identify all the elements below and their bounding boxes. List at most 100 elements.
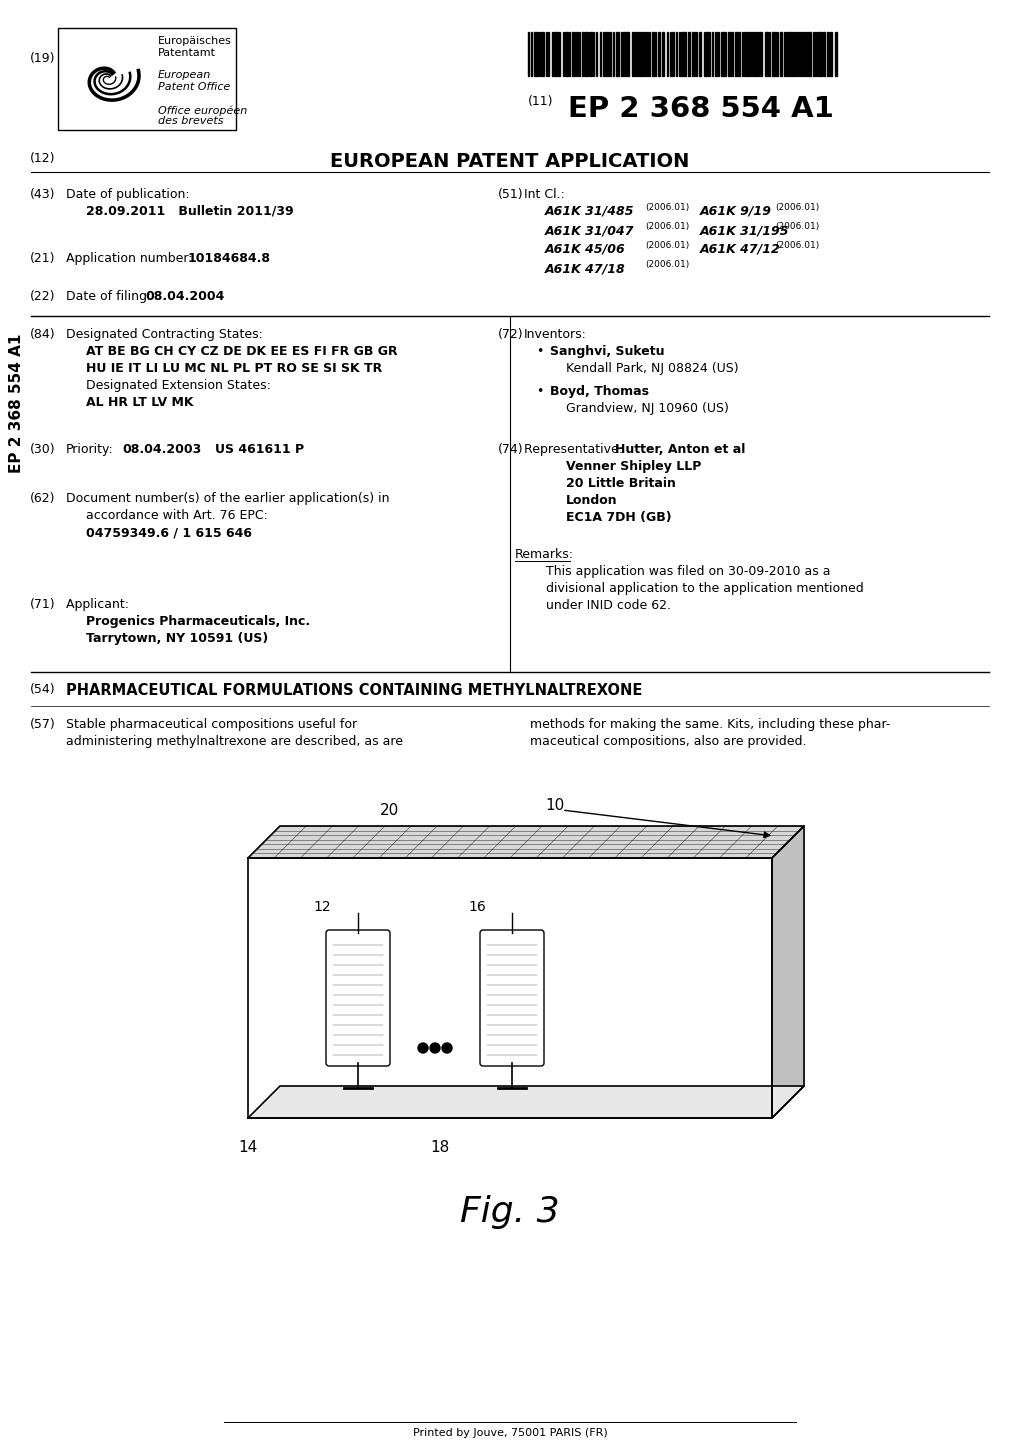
Polygon shape	[248, 826, 803, 857]
Text: A61K 47/18: A61K 47/18	[544, 262, 625, 275]
Text: (43): (43)	[30, 187, 55, 200]
Bar	[632, 32, 634, 76]
Text: Representative:: Representative:	[524, 442, 627, 455]
Text: Tarrytown, NY 10591 (US): Tarrytown, NY 10591 (US)	[86, 633, 268, 646]
Text: (21): (21)	[30, 252, 55, 265]
Text: EP 2 368 554 A1: EP 2 368 554 A1	[9, 334, 24, 473]
Text: Date of filing:: Date of filing:	[66, 290, 155, 303]
Bar	[829, 32, 832, 76]
Bar	[635, 32, 637, 76]
Text: (51): (51)	[497, 187, 523, 200]
Bar	[585, 32, 586, 76]
Bar	[822, 32, 824, 76]
Text: 10184684.8: 10184684.8	[187, 252, 271, 265]
Bar	[775, 32, 777, 76]
Bar	[557, 32, 559, 76]
Bar	[688, 32, 689, 76]
Text: (71): (71)	[30, 598, 56, 611]
Text: Printed by Jouve, 75001 PARIS (FR): Printed by Jouve, 75001 PARIS (FR)	[413, 1428, 606, 1438]
Text: Inventors:: Inventors:	[524, 329, 586, 342]
Text: divisional application to the application mentioned: divisional application to the applicatio…	[545, 582, 863, 595]
Text: European: European	[158, 71, 211, 81]
Text: EC1A 7DH (GB): EC1A 7DH (GB)	[566, 512, 671, 525]
Text: des brevets: des brevets	[158, 117, 223, 127]
Text: administering methylnaltrexone are described, as are: administering methylnaltrexone are descr…	[66, 735, 403, 748]
Bar	[771, 32, 774, 76]
Text: (11): (11)	[528, 95, 553, 108]
Text: (72): (72)	[497, 329, 523, 342]
Bar	[745, 32, 747, 76]
Text: (84): (84)	[30, 329, 56, 342]
Text: A61K 31/485: A61K 31/485	[544, 205, 634, 218]
Text: 28.09.2011   Bulletin 2011/39: 28.09.2011 Bulletin 2011/39	[86, 205, 293, 218]
Bar	[623, 32, 625, 76]
Bar	[604, 32, 606, 76]
Text: under INID code 62.: under INID code 62.	[545, 599, 671, 612]
Text: 20: 20	[380, 803, 398, 818]
Text: (2006.01): (2006.01)	[644, 203, 689, 212]
Text: A61K 31/195: A61K 31/195	[699, 223, 789, 236]
Text: A61K 31/047: A61K 31/047	[544, 223, 634, 236]
Bar	[626, 32, 629, 76]
Text: Europäisches: Europäisches	[158, 36, 231, 46]
Bar	[553, 32, 556, 76]
Bar	[759, 32, 761, 76]
Text: Application number:: Application number:	[66, 252, 197, 265]
Text: methods for making the same. Kits, including these phar-: methods for making the same. Kits, inclu…	[530, 718, 890, 731]
Text: 14: 14	[237, 1140, 257, 1156]
Text: US 461611 P: US 461611 P	[215, 442, 304, 455]
Bar	[657, 32, 659, 76]
Text: maceutical compositions, also are provided.: maceutical compositions, also are provid…	[530, 735, 806, 748]
Text: Priority:: Priority:	[66, 442, 114, 455]
Bar	[651, 32, 653, 76]
Text: (2006.01): (2006.01)	[774, 222, 818, 231]
Text: A61K 9/19: A61K 9/19	[699, 205, 771, 218]
Bar	[639, 32, 641, 76]
Text: (12): (12)	[30, 151, 55, 166]
Bar	[835, 32, 837, 76]
Bar	[791, 32, 793, 76]
Text: Date of publication:: Date of publication:	[66, 187, 190, 200]
Bar	[826, 32, 828, 76]
Text: EUROPEAN PATENT APPLICATION: EUROPEAN PATENT APPLICATION	[330, 151, 689, 171]
Text: 04759349.6 / 1 615 646: 04759349.6 / 1 615 646	[86, 526, 252, 539]
Text: Stable pharmaceutical compositions useful for: Stable pharmaceutical compositions usefu…	[66, 718, 357, 731]
Bar	[780, 32, 782, 76]
Text: Venner Shipley LLP: Venner Shipley LLP	[566, 460, 701, 473]
Bar	[788, 32, 790, 76]
Bar	[738, 32, 739, 76]
Text: Kendall Park, NJ 08824 (US): Kendall Park, NJ 08824 (US)	[566, 362, 738, 375]
Bar	[754, 32, 756, 76]
Text: 16: 16	[468, 901, 485, 914]
Polygon shape	[248, 1087, 803, 1118]
Bar	[672, 32, 674, 76]
Circle shape	[441, 1043, 451, 1053]
Text: Office européen: Office européen	[158, 105, 247, 115]
Circle shape	[418, 1043, 428, 1053]
Text: 08.04.2003: 08.04.2003	[122, 442, 201, 455]
Text: (2006.01): (2006.01)	[774, 203, 818, 212]
Text: Applicant:: Applicant:	[66, 598, 132, 611]
Bar	[582, 32, 584, 76]
Text: (2006.01): (2006.01)	[644, 241, 689, 249]
Text: (62): (62)	[30, 491, 55, 504]
Bar	[565, 32, 568, 76]
Text: Boyd, Thomas: Boyd, Thomas	[549, 385, 648, 398]
Bar	[818, 32, 821, 76]
Text: Patent Office: Patent Office	[158, 82, 230, 92]
Bar	[541, 32, 543, 76]
Text: (74): (74)	[497, 442, 523, 455]
Bar	[661, 32, 663, 76]
Text: HU IE IT LI LU MC NL PL PT RO SE SI SK TR: HU IE IT LI LU MC NL PL PT RO SE SI SK T…	[86, 362, 382, 375]
Text: PHARMACEUTICAL FORMULATIONS CONTAINING METHYLNALTREXONE: PHARMACEUTICAL FORMULATIONS CONTAINING M…	[66, 683, 642, 697]
Bar	[698, 32, 700, 76]
Text: 20 Little Britain: 20 Little Britain	[566, 477, 676, 490]
Text: (54): (54)	[30, 683, 56, 696]
Circle shape	[430, 1043, 439, 1053]
Bar	[735, 32, 737, 76]
Text: Document number(s) of the earlier application(s) in: Document number(s) of the earlier applic…	[66, 491, 389, 504]
Text: (2006.01): (2006.01)	[644, 259, 689, 269]
Text: 18: 18	[430, 1140, 448, 1156]
Polygon shape	[248, 857, 771, 1118]
Bar	[572, 32, 574, 76]
